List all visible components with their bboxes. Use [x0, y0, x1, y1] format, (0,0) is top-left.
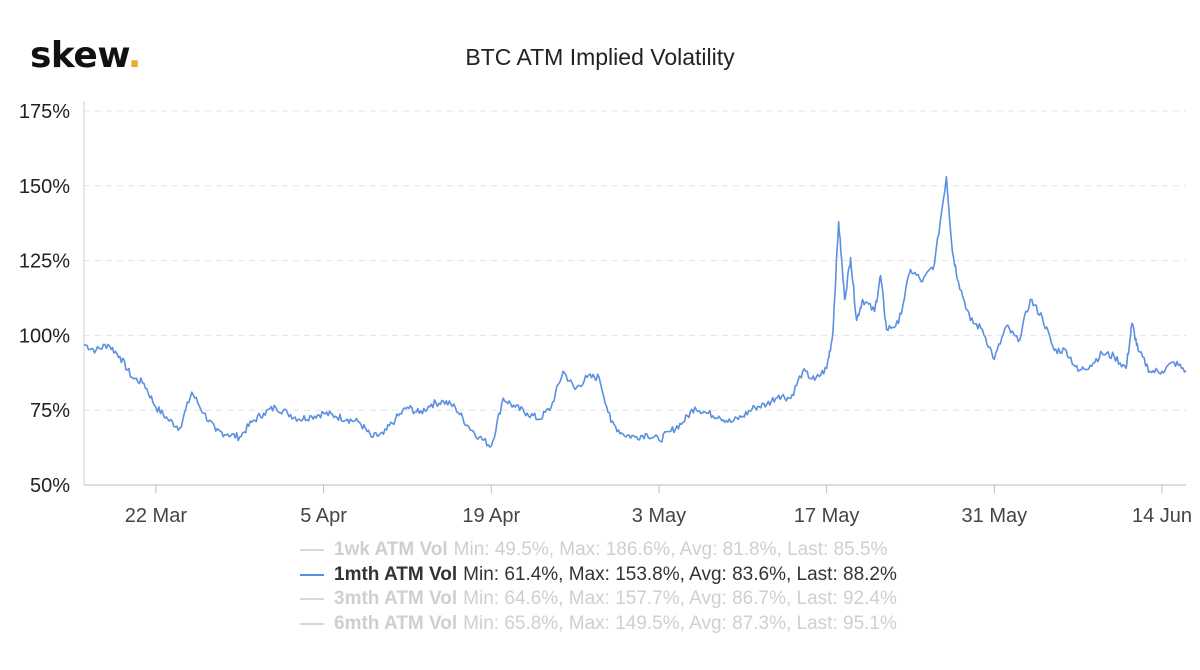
legend-item-1wk[interactable]: 1wk ATM Vol Min: 49.5%, Max: 186.6%, Avg… [300, 538, 897, 563]
legend-swatch [300, 598, 324, 601]
legend-swatch [300, 549, 324, 552]
legend: 1wk ATM Vol Min: 49.5%, Max: 186.6%, Avg… [300, 538, 897, 636]
series-line-1mth [83, 176, 1187, 448]
y-tick-label: 150% [19, 176, 70, 198]
brand-dot: . [127, 35, 142, 76]
chart-plot: 50% 75% 100% 125% 150% 175% 22 Mar 5 Apr 19 Apr… [19, 101, 1192, 527]
legend-series-stats: Min: 65.8%, Max: 149.5%, Avg: 87.3%, Las… [463, 612, 897, 634]
y-tick-label: 175% [19, 101, 70, 123]
y-tick-label: 100% [19, 325, 70, 347]
chart-title: BTC ATM Implied Volatility [465, 44, 735, 70]
y-tick-label: 75% [30, 400, 70, 422]
x-tick-label: 14 Jun [1132, 505, 1192, 527]
x-tick-label: 5 Apr [300, 505, 347, 527]
x-tick-label: 22 Mar [125, 505, 188, 527]
legend-swatch [300, 573, 324, 576]
legend-item-6mth[interactable]: 6mth ATM Vol Min: 65.8%, Max: 149.5%, Av… [300, 612, 897, 637]
legend-series-name: 3mth ATM Vol [334, 588, 458, 609]
legend-series-name: 6mth ATM Vol [334, 612, 458, 634]
legend-series-name: 1mth ATM Vol [334, 563, 458, 585]
legend-series-name: 1wk ATM Vol [334, 539, 448, 560]
legend-series-stats: Min: 61.4%, Max: 153.8%, Avg: 83.6%, Las… [463, 563, 897, 585]
legend-swatch [300, 622, 324, 625]
y-tick-label: 50% [30, 475, 70, 497]
legend-item-3mth[interactable]: 3mth ATM Vol Min: 64.6%, Max: 157.7%, Av… [300, 587, 897, 612]
x-tick-label: 31 May [962, 505, 1028, 527]
grid-lines [84, 110, 1186, 411]
brand-name: skew [30, 35, 128, 76]
y-tick-label: 125% [19, 251, 70, 273]
legend-series-stats: Min: 49.5%, Max: 186.6%, Avg: 81.8%, Las… [453, 539, 888, 560]
x-tick-label: 19 Apr [462, 505, 520, 527]
series-group [83, 176, 1187, 448]
x-tick-label: 3 May [632, 505, 686, 527]
skew-logo: skew. [30, 38, 141, 74]
x-axis: 22 Mar 5 Apr 19 Apr 3 May 17 May 31 May 14 Jun [83, 101, 1192, 527]
x-tick-label: 17 May [794, 505, 860, 527]
y-axis-ticks: 50% 75% 100% 125% 150% 175% [19, 101, 70, 497]
legend-item-1mth[interactable]: 1mth ATM Vol Min: 61.4%, Max: 153.8%, Av… [300, 563, 897, 588]
legend-series-stats: Min: 64.6%, Max: 157.7%, Avg: 86.7%, Las… [463, 588, 897, 609]
